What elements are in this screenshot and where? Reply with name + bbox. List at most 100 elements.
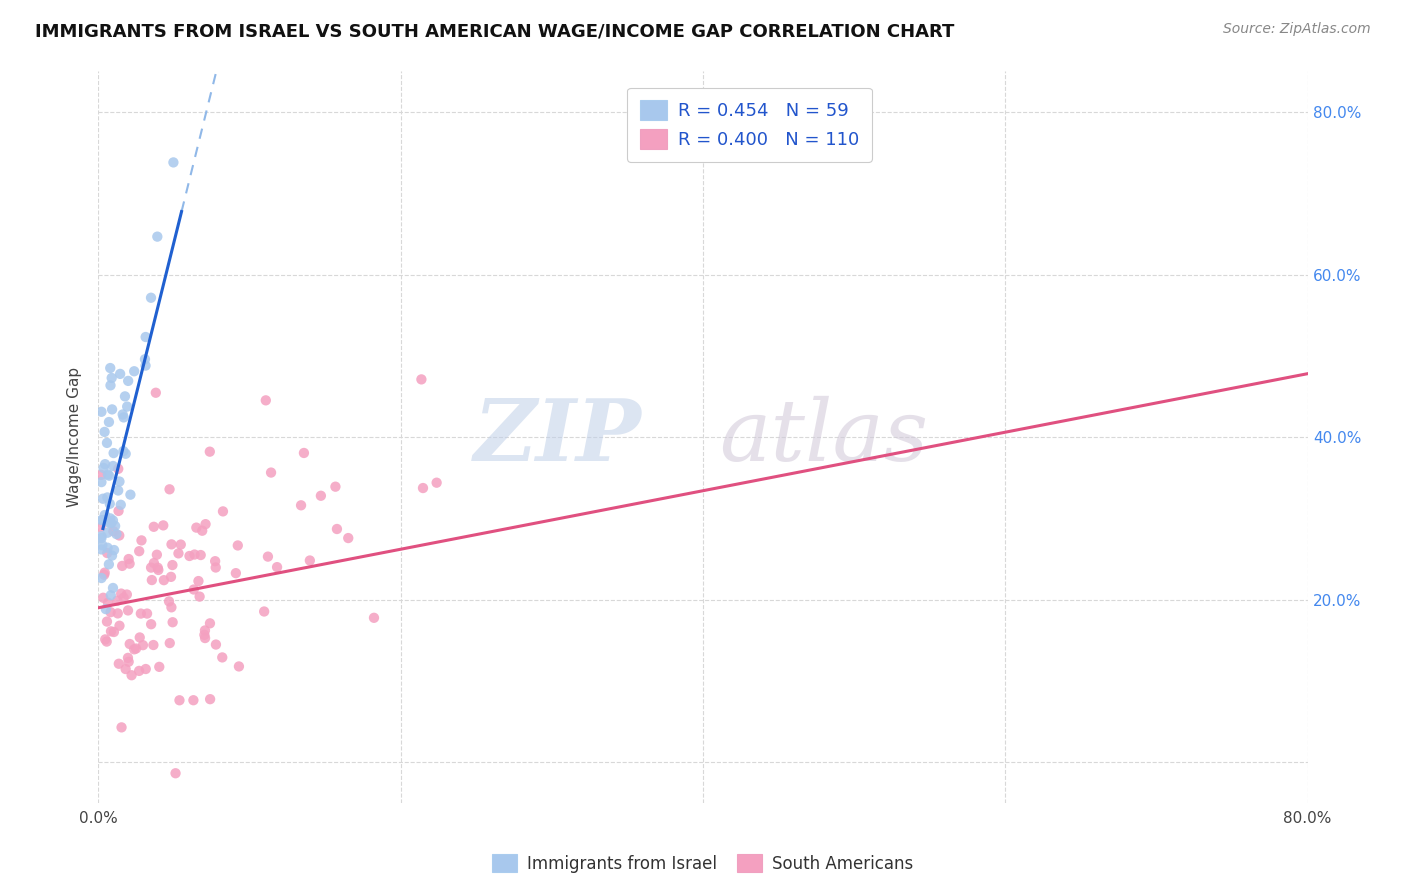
Point <box>169 693 191 707</box>
Point <box>183 693 205 707</box>
Point <box>142 556 165 570</box>
Point <box>107 483 129 498</box>
Point <box>112 410 135 425</box>
Point <box>96 634 118 648</box>
Point <box>122 642 145 657</box>
Point <box>162 615 184 630</box>
Point <box>146 548 169 562</box>
Point <box>260 466 283 480</box>
Point <box>326 522 349 536</box>
Point <box>162 558 184 572</box>
Point <box>96 436 118 450</box>
Point <box>93 567 115 582</box>
Point <box>101 549 124 563</box>
Point <box>94 602 117 616</box>
Point <box>146 560 169 574</box>
Point <box>129 607 152 621</box>
Point <box>183 582 205 597</box>
Point <box>114 662 136 676</box>
Point <box>128 631 150 645</box>
Point <box>93 425 115 439</box>
Point <box>112 444 135 458</box>
Point <box>90 475 112 489</box>
Point <box>103 446 125 460</box>
Point <box>139 560 162 574</box>
Point <box>117 374 139 388</box>
Point <box>298 553 321 567</box>
Point <box>108 475 131 489</box>
Point <box>142 638 165 652</box>
Point <box>101 458 124 473</box>
Text: IMMIGRANTS FROM ISRAEL VS SOUTH AMERICAN WAGE/INCOME GAP CORRELATION CHART: IMMIGRANTS FROM ISRAEL VS SOUTH AMERICAN… <box>35 22 955 40</box>
Point <box>100 371 122 385</box>
Point <box>111 408 134 422</box>
Point <box>101 513 124 527</box>
Point <box>114 389 136 403</box>
Point <box>122 364 145 378</box>
Point <box>135 330 157 344</box>
Point <box>139 291 162 305</box>
Point <box>98 497 121 511</box>
Point <box>97 558 120 572</box>
Point <box>90 405 112 419</box>
Point <box>121 668 143 682</box>
Point <box>107 462 129 476</box>
Point <box>118 552 141 566</box>
Point <box>292 446 315 460</box>
Point <box>91 591 114 605</box>
Point <box>266 560 288 574</box>
Point <box>337 531 360 545</box>
Point <box>186 521 208 535</box>
Point <box>93 461 115 475</box>
Point <box>363 611 385 625</box>
Point <box>226 538 249 552</box>
Point <box>132 638 155 652</box>
Point <box>135 359 157 373</box>
Point <box>157 594 180 608</box>
Point <box>90 542 112 557</box>
Point <box>108 528 131 542</box>
Point <box>134 352 156 367</box>
Point <box>91 491 114 506</box>
Point <box>204 560 226 574</box>
Point <box>120 488 142 502</box>
Point <box>96 546 118 560</box>
Point <box>198 444 221 458</box>
Point <box>98 468 121 483</box>
Point <box>93 566 115 580</box>
Point <box>148 563 170 577</box>
Point <box>103 624 125 639</box>
Point <box>146 229 169 244</box>
Point <box>94 632 117 647</box>
Point <box>112 591 135 605</box>
Point <box>94 457 117 471</box>
Point <box>90 467 112 482</box>
Point <box>125 641 148 656</box>
Point <box>426 475 449 490</box>
Point <box>111 558 134 573</box>
Point <box>188 590 211 604</box>
Point <box>96 525 118 540</box>
Point <box>204 554 226 568</box>
Point <box>162 155 184 169</box>
Y-axis label: Wage/Income Gap: Wage/Income Gap <box>66 367 82 508</box>
Point <box>97 467 120 482</box>
Point <box>187 574 209 588</box>
Point <box>118 557 141 571</box>
Point <box>153 573 176 587</box>
Point <box>412 481 434 495</box>
Point <box>211 650 233 665</box>
Point <box>105 593 128 607</box>
Point <box>97 596 120 610</box>
Point <box>91 513 114 527</box>
Point <box>145 385 167 400</box>
Point <box>101 402 124 417</box>
Point <box>183 548 205 562</box>
Point <box>100 605 122 619</box>
Point <box>90 531 112 545</box>
Point <box>225 566 247 581</box>
Point <box>160 537 183 551</box>
Point <box>100 516 122 530</box>
Point <box>91 538 114 552</box>
Point <box>136 607 159 621</box>
